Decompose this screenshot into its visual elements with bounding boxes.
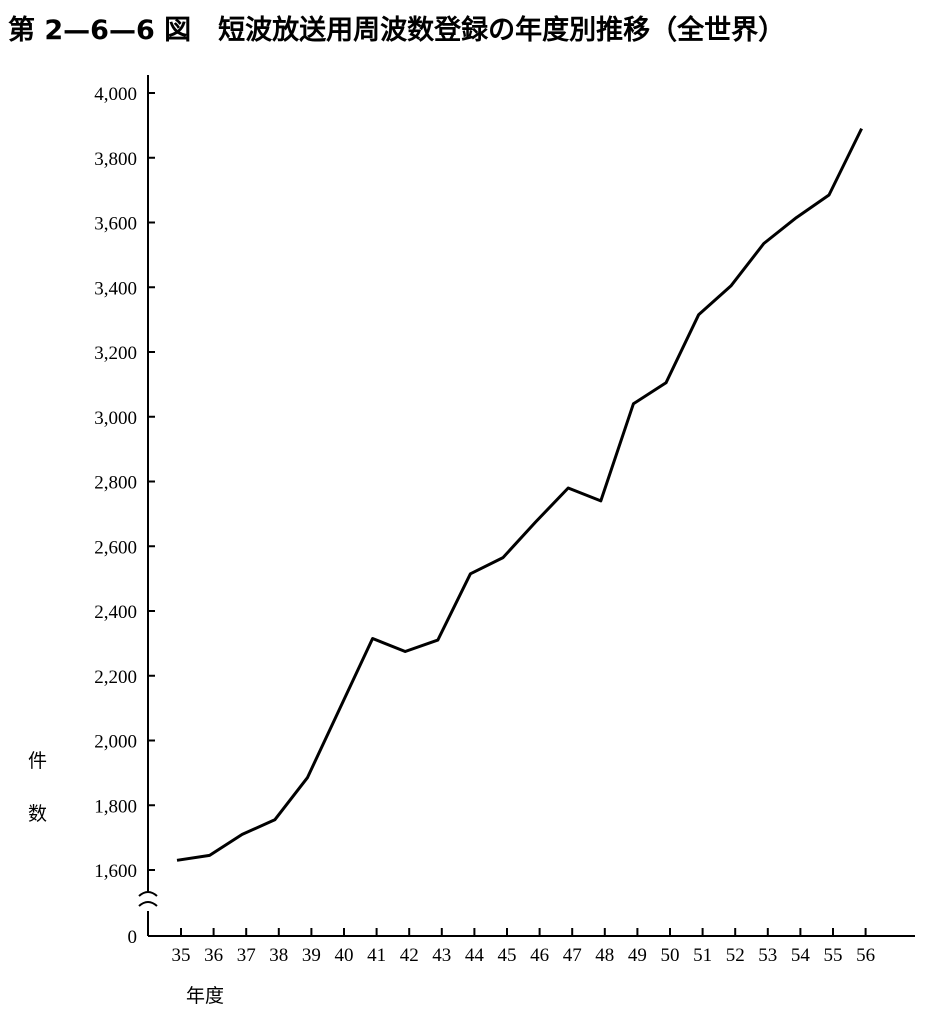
y-tick-label: 3,000 (94, 408, 137, 429)
y-tick-label: 3,200 (94, 343, 137, 364)
y-tick-label: 1,800 (94, 796, 137, 817)
x-tick-label: 46 (530, 945, 549, 966)
x-tick-label: 43 (432, 945, 451, 966)
x-tick-label: 35 (172, 945, 191, 966)
x-tick-label: 47 (563, 945, 582, 966)
y-tick-label: 1,600 (94, 861, 137, 882)
y-tick-label: 3,600 (94, 214, 137, 235)
x-axis: 35 36 37 38 39 40 41 42 43 44 45 46 47 48 49 50 51 52 53 54… (148, 928, 915, 966)
x-tick-label: 56 (856, 945, 875, 966)
x-tick-label: 49 (628, 945, 647, 966)
axis-break-mark-top (138, 891, 158, 897)
x-tick-label: 38 (269, 945, 288, 966)
x-tick-label: 50 (661, 945, 680, 966)
chart-title: 第 2—6—6 図 短波放送用周波数登録の年度別推移（全世界） (8, 14, 785, 46)
x-tick-label: 44 (465, 945, 485, 966)
x-tick-label: 39 (302, 945, 321, 966)
y-tick-label: 2,400 (94, 602, 137, 623)
axis-break-mark-bottom (138, 901, 158, 907)
plot-area (176, 127, 863, 862)
y-tick-label: 0 (128, 927, 138, 948)
y-tick-label: 2,200 (94, 667, 137, 688)
x-tick-label: 52 (726, 945, 745, 966)
x-tick-label: 40 (335, 945, 354, 966)
x-tick-label: 55 (824, 945, 843, 966)
x-tick-label: 54 (791, 945, 811, 966)
y-axis: 0 1,600 1,800 2,000 2,200 2,400 2,600 2,800 3,00… (94, 75, 158, 948)
x-tick-label: 37 (237, 945, 256, 966)
x-tick-label: 53 (758, 945, 777, 966)
x-tick-label: 36 (204, 945, 223, 966)
y-tick-label: 2,800 (94, 473, 137, 494)
x-tick-label: 42 (400, 945, 419, 966)
y-axis-label-part-1: 件 (28, 750, 47, 772)
y-axis-label-part-2: 数 (28, 803, 47, 825)
x-tick-label: 41 (367, 945, 386, 966)
series-line (176, 127, 863, 862)
x-tick-label: 48 (595, 945, 614, 966)
y-tick-label: 2,000 (94, 732, 137, 753)
x-tick-label: 51 (693, 945, 712, 966)
y-tick-label: 3,800 (94, 149, 137, 170)
x-axis-label: 年度 (186, 985, 224, 1007)
x-tick-label: 45 (498, 945, 517, 966)
y-tick-label: 4,000 (94, 84, 137, 105)
y-tick-label: 3,400 (94, 278, 137, 299)
y-tick-label: 2,600 (94, 537, 137, 558)
